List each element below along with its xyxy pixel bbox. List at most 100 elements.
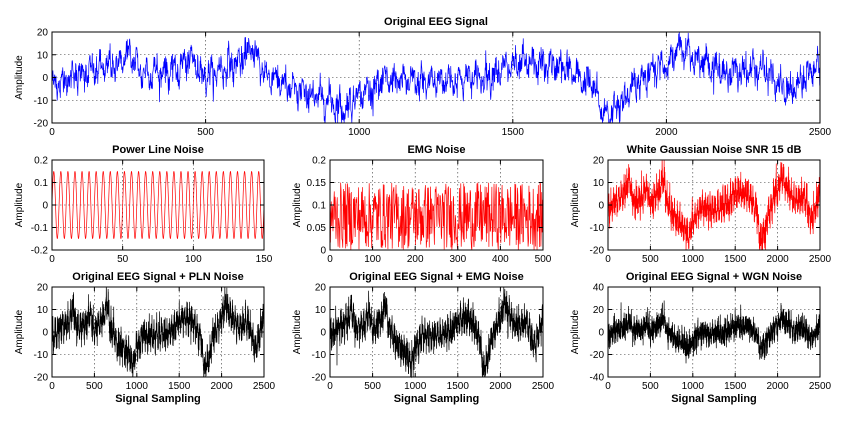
y-tick-label: 20 xyxy=(593,156,605,167)
x-axis-label: Signal Sampling xyxy=(394,393,480,405)
x-tick-label: 100 xyxy=(364,254,381,265)
y-tick-label: 0.2 xyxy=(34,156,48,167)
x-tick-label: 0 xyxy=(605,254,611,265)
x-tick-label: 2500 xyxy=(253,381,276,392)
x-tick-label: 200 xyxy=(407,254,424,265)
x-tick-label: 0 xyxy=(49,254,55,265)
series-line xyxy=(607,159,821,251)
series-line xyxy=(329,286,544,379)
x-tick-label: 1500 xyxy=(502,127,525,138)
y-tick-label: 20 xyxy=(37,28,49,39)
y-tick-label: -40 xyxy=(590,373,605,384)
x-tick-label: 0 xyxy=(605,381,611,392)
x-axis-label: Signal Sampling xyxy=(671,393,757,405)
x-tick-label: 2000 xyxy=(766,381,789,392)
subplot-title: White Gaussian Noise SNR 15 dB xyxy=(627,144,802,156)
y-tick-label: 0 xyxy=(42,201,48,212)
series-line xyxy=(51,171,265,239)
y-axis-label: Amplitude xyxy=(14,182,25,227)
subplot-6: 0 500 1000 1500 2000 2500 -40 -20 0 20 40 Original … xyxy=(570,271,832,405)
y-tick-label: 10 xyxy=(593,178,605,189)
y-tick-label: -20 xyxy=(34,373,49,384)
x-tick-label: 300 xyxy=(449,254,466,265)
x-tick-label: 500 xyxy=(364,381,381,392)
x-tick-label: 2500 xyxy=(809,127,832,138)
y-axis-label: Amplitude xyxy=(14,55,25,100)
y-tick-label: 0 xyxy=(598,328,604,339)
x-tick-label: 500 xyxy=(642,254,659,265)
y-tick-label: 20 xyxy=(593,305,605,316)
y-axis-label: Amplitude xyxy=(292,182,303,227)
y-tick-label: 10 xyxy=(37,50,49,61)
y-tick-label: -10 xyxy=(312,350,327,361)
subplot-1: 0 50 100 150 -0.2 -0.1 0 0.1 0.2 Power Line Noise… xyxy=(14,144,273,265)
subplot-2: 0 100 200 300 400 500 0 0.05 0.1 0.15 0.2 EMG Noise… xyxy=(292,144,552,265)
subplot-3: 0 500 1000 1500 2000 2500 -20 -10 0 10 20 White Gau… xyxy=(570,144,832,265)
x-tick-label: 2500 xyxy=(809,381,832,392)
y-tick-label: 10 xyxy=(37,305,49,316)
y-tick-label: 0 xyxy=(598,201,604,212)
y-axis-label: Amplitude xyxy=(292,309,303,354)
y-tick-label: 20 xyxy=(37,283,49,294)
y-tick-label: 40 xyxy=(593,283,605,294)
y-tick-label: 0.1 xyxy=(312,201,326,212)
series-line xyxy=(329,182,544,250)
y-tick-label: -0.1 xyxy=(31,223,49,234)
x-tick-label: 50 xyxy=(117,254,129,265)
y-tick-label: 0 xyxy=(42,328,48,339)
x-tick-label: 1000 xyxy=(682,381,705,392)
y-tick-label: -10 xyxy=(34,350,49,361)
x-tick-label: 0 xyxy=(327,254,333,265)
y-tick-label: -10 xyxy=(590,223,605,234)
x-tick-label: 500 xyxy=(642,381,659,392)
x-tick-label: 2500 xyxy=(532,381,555,392)
x-tick-label: 1000 xyxy=(404,381,427,392)
x-tick-label: 100 xyxy=(185,254,202,265)
subplot-title: Original EEG Signal xyxy=(384,16,488,28)
subplot-0: 0 500 1000 1500 2000 2500 -20 -10 0 10 20 Original … xyxy=(14,16,832,138)
series-line xyxy=(51,31,821,124)
y-tick-label: 0.15 xyxy=(307,178,327,189)
x-tick-label: 1500 xyxy=(447,381,470,392)
y-tick-label: 10 xyxy=(315,305,327,316)
subplot-title: Power Line Noise xyxy=(112,144,204,156)
x-tick-label: 0 xyxy=(49,381,55,392)
x-tick-label: 400 xyxy=(492,254,509,265)
x-tick-label: 500 xyxy=(535,254,552,265)
x-tick-label: 0 xyxy=(327,381,333,392)
subplot-title: Original EEG Signal + WGN Noise xyxy=(626,271,802,283)
y-axis-label: Amplitude xyxy=(570,182,581,227)
x-tick-label: 150 xyxy=(256,254,273,265)
x-tick-label: 1500 xyxy=(724,254,747,265)
y-tick-label: 0.2 xyxy=(312,156,326,167)
subplot-title: Original EEG Signal + PLN Noise xyxy=(72,271,243,283)
y-tick-label: -20 xyxy=(590,350,605,361)
x-tick-label: 1000 xyxy=(126,381,149,392)
x-tick-label: 0 xyxy=(49,127,55,138)
y-tick-label: 0 xyxy=(320,328,326,339)
subplot-title: EMG Noise xyxy=(407,144,465,156)
y-tick-label: 20 xyxy=(315,283,327,294)
y-tick-label: -0.2 xyxy=(31,246,49,257)
y-tick-label: 0 xyxy=(320,246,326,257)
x-tick-label: 2000 xyxy=(766,254,789,265)
subplot-4: 0 500 1000 1500 2000 2500 -20 -10 0 10 20 Original … xyxy=(14,271,276,405)
y-tick-label: -20 xyxy=(312,373,327,384)
subplot-title: Original EEG Signal + EMG Noise xyxy=(349,271,524,283)
series-line xyxy=(607,300,821,364)
x-tick-label: 1000 xyxy=(348,127,371,138)
series-line xyxy=(51,286,265,378)
y-axis-label: Amplitude xyxy=(14,309,25,354)
subplot-5: 0 500 1000 1500 2000 2500 -20 -10 0 10 20 Original … xyxy=(292,271,555,405)
y-tick-label: 0.05 xyxy=(307,223,327,234)
x-tick-label: 500 xyxy=(86,381,103,392)
x-tick-label: 1500 xyxy=(724,381,747,392)
x-tick-label: 500 xyxy=(197,127,214,138)
x-tick-label: 1500 xyxy=(168,381,191,392)
x-tick-label: 2500 xyxy=(809,254,832,265)
x-tick-label: 2000 xyxy=(489,381,512,392)
y-tick-label: -20 xyxy=(34,119,49,130)
x-tick-label: 1000 xyxy=(682,254,705,265)
x-tick-label: 2000 xyxy=(210,381,233,392)
